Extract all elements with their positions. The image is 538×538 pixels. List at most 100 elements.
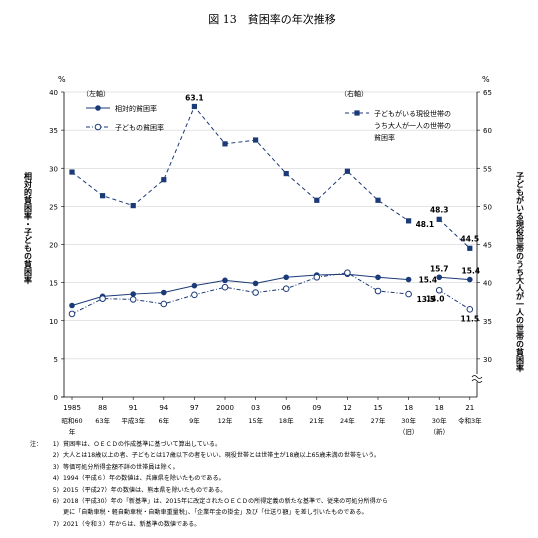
data-point (191, 282, 198, 289)
x-tick-label: 94 (159, 404, 168, 412)
data-point (282, 285, 290, 293)
data-label: 48.1 (416, 220, 435, 229)
data-point (252, 289, 259, 296)
axis-break-symbol (471, 374, 483, 383)
x-tick-label: 97 (190, 404, 199, 412)
series-line (71, 105, 409, 222)
data-point (375, 197, 381, 203)
x-tick-label: 03 (251, 404, 260, 412)
data-point (191, 103, 197, 110)
data-point (130, 291, 136, 297)
x-tick-label: 1985 (63, 404, 81, 412)
right-axis-label: 子どもがいる現役世帯のうち大人が一人の世帯の貧困率 (515, 172, 525, 373)
right-tick-label: 50 (483, 203, 492, 211)
legend-item-single-parent: 子どもがいる現役世帯のうち大人が一人の世帯の貧困率 (345, 109, 451, 142)
right-tick-label: 35 (483, 318, 492, 326)
x-tick-label-era: 15年 (248, 416, 263, 425)
x-tick-label-era: 令和3年 (458, 416, 482, 425)
note-row: 6) 2018（平成30）年の「新基準」は、2015年に改定されたＯＥＣＤの所得定… (30, 496, 535, 507)
right-tick-label: 55 (483, 165, 492, 173)
note-row: 更に「自動車税・軽自動車税・自動車重量税」、「企業年金の掛金」及び「仕送り額」を… (30, 507, 535, 518)
right-axis-unit: % (482, 75, 490, 84)
note-number: 3) (52, 463, 59, 471)
data-point (95, 105, 101, 111)
left-tick-label: 25 (49, 203, 58, 211)
data-label: 14.0 (426, 294, 445, 303)
note-head (30, 450, 45, 461)
data-point (283, 170, 289, 177)
data-point (160, 300, 168, 308)
note-head (30, 519, 45, 530)
series-line (438, 289, 471, 310)
legend-label: 子どもがいる現役世帯の (374, 109, 451, 118)
data-point (313, 273, 321, 281)
chart-title: 図 13 貧困率の年次推移 (208, 12, 336, 26)
data-point (68, 310, 76, 318)
left-tick-label: 10 (49, 318, 58, 326)
note-head: 注： (30, 441, 43, 448)
x-tick-label-sub: （旧） (399, 428, 419, 436)
note-row: 2) 大人とは18歳以上の者、子どもとは17歳以下の者をいい、現役世帯とは世帯主が… (30, 450, 535, 461)
note-text: 更に「自動車税・軽自動車税・自動車重量税」、「企業年金の掛金」及び「仕送り額」を… (63, 509, 368, 517)
left-tick-label: 35 (49, 127, 58, 135)
legend-label: 子どもの貧困率 (115, 123, 164, 132)
tick-labels: 0 5 10 15 20 25 30 35 40 30 35 40 45 50 55 60 65 1985 昭和60… (49, 89, 492, 436)
poverty-rate-chart: 図 13 貧困率の年次推移 % % （左軸） （右軸） 相対的貧困率・子どもの貧… (24, 12, 525, 436)
note-head (30, 496, 45, 507)
x-tick-label: 21 (465, 404, 474, 412)
data-point (314, 197, 320, 203)
note-row: 7) 2021（令和３）年からは、新基準の数値である。 (30, 519, 535, 530)
data-point (129, 296, 137, 303)
left-axis-label: 相対的貧困率・子どもの貧困率 (24, 171, 33, 285)
x-tick-label-era: 18年 (279, 416, 294, 425)
note-text: 2015（平成27）年の数値は、熊本県を除いたものである。 (63, 486, 227, 494)
note-number: 1) (52, 441, 59, 448)
note-head (30, 473, 45, 484)
data-label: 15.4 (462, 267, 481, 276)
note-head (30, 507, 45, 518)
note-number: 5) (52, 486, 59, 494)
series-0: 15.4 15.7 15.4 (69, 264, 481, 309)
data-point (222, 277, 228, 284)
note-number: 6) (52, 498, 59, 506)
data-point (221, 283, 229, 291)
data-point (466, 306, 474, 313)
note-row: 4) 1994（平成６）年の数値は、兵庫県を除いたものである。 (30, 473, 535, 484)
right-tick-label: 40 (483, 280, 492, 288)
data-label: 48.3 (430, 205, 449, 214)
left-tick-label: 40 (49, 89, 58, 97)
x-tick-label-era: 平成3年 (121, 416, 145, 425)
x-tick-label: 88 (98, 404, 107, 412)
data-point (69, 302, 75, 309)
x-tick-label-sub: 年 (69, 427, 76, 436)
data-point (100, 193, 106, 199)
data-label: 63.1 (185, 93, 204, 102)
note-number (45, 507, 63, 518)
left-tick-label: 30 (49, 165, 58, 173)
note-row: 注： 1) 貧困率は、ＯＥＣＤの作成基準に基づいて算出している。 (30, 439, 535, 450)
x-tick-label: 2000 (216, 404, 234, 412)
x-tick-label: 15 (374, 404, 383, 412)
x-tick-label: 09 (312, 404, 321, 412)
data-label: 44.5 (461, 234, 480, 243)
data-point (374, 287, 382, 295)
data-point (344, 269, 351, 277)
notes: 注： 1) 貧困率は、ＯＥＣＤの作成基準に基づいて算出している。 2) 大人とは18歳以… (30, 439, 535, 530)
right-tick-label: 65 (483, 89, 492, 97)
left-tick-label: 5 (54, 356, 58, 364)
note-number: 2) (52, 452, 59, 460)
x-tick-label-era: 27年 (371, 416, 386, 425)
x-tick-label-era: 63年 (95, 416, 110, 425)
data-label: 15.4 (419, 276, 438, 285)
series-line (71, 273, 409, 306)
note-text: 大人とは18歳以上の者、子どもとは17歳以下の者をいい、現役世帯とは世帯主が18… (63, 452, 380, 460)
right-axis-tag: （右軸） (340, 89, 368, 98)
data-point (436, 216, 442, 222)
data-point (191, 291, 198, 299)
data-point (94, 123, 102, 131)
data-point (354, 110, 360, 116)
note-number: 7) (52, 520, 59, 528)
right-tick-label: 60 (483, 127, 492, 135)
right-tick-label: 30 (483, 356, 492, 364)
x-tick-label-era: 12年 (218, 416, 233, 425)
